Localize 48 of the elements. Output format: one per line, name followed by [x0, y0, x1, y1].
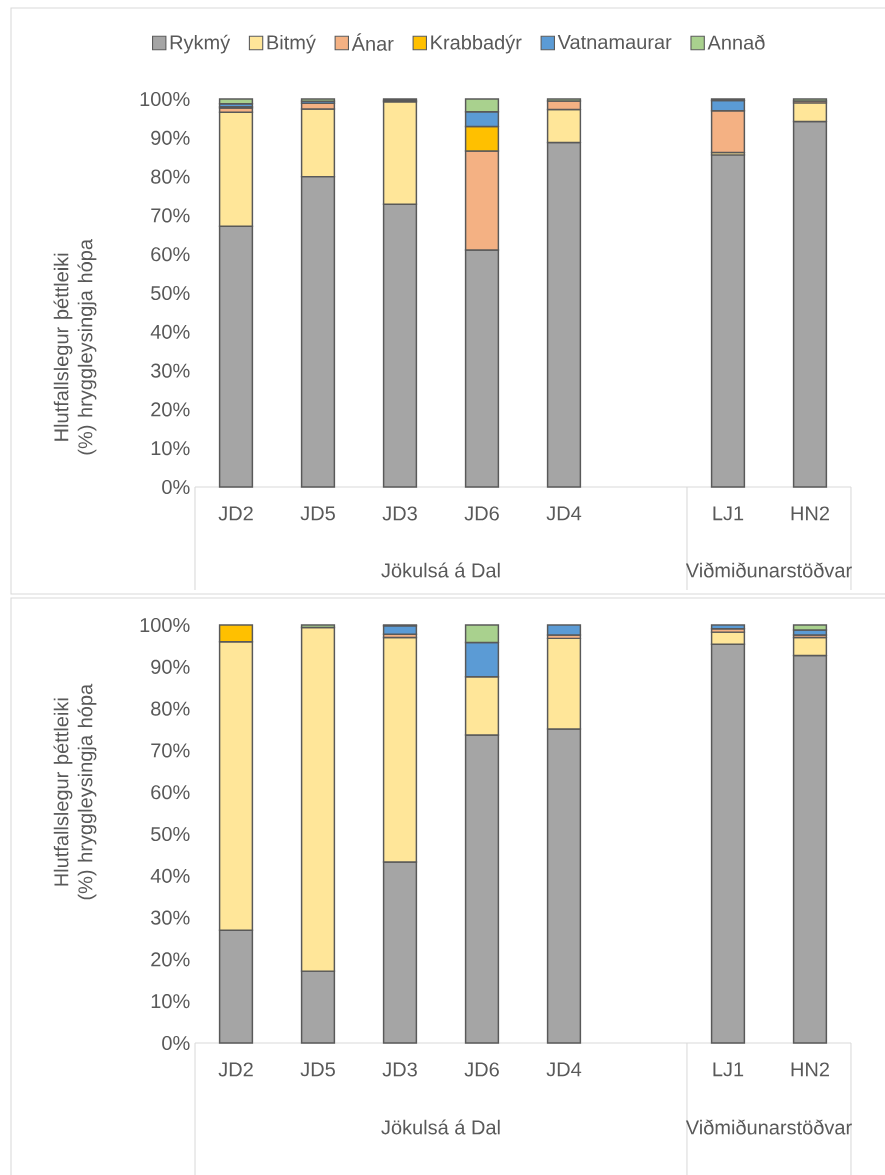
y-tick-label: 100% [140, 617, 190, 633]
y-tick-label: 20% [151, 402, 190, 417]
y-tick-label: 90% [151, 130, 190, 145]
y-tick-label: 50% [151, 285, 190, 301]
text: Jökulsá á Dal [381, 562, 500, 578]
y-tick-label: 50% [151, 826, 190, 842]
y-tick-label: 40% [150, 868, 190, 883]
x-tick-label: JD2 [218, 506, 253, 521]
legend-label: Bitmý [267, 34, 316, 54]
y-tick-label: 60% [151, 247, 190, 262]
y-tick-label: 80% [151, 169, 190, 184]
x-tick-label: JD6 [464, 506, 499, 521]
x-tick-label: LJ1 [713, 1062, 744, 1077]
legend-label: Vatnamaurar [557, 35, 672, 50]
y-tick-label: 100% [140, 91, 190, 107]
y-tick-label: 30% [151, 910, 190, 925]
x-tick-label: JD4 [546, 506, 582, 521]
x-tick-label: JD3 [382, 1062, 417, 1077]
y-tick-label: 90% [151, 659, 190, 674]
legend-label: Ánar [351, 33, 394, 51]
y-tick-label: 0% [162, 1035, 190, 1051]
x-tick-label: JD6 [464, 1062, 499, 1077]
y-tick-label: 70% [151, 743, 190, 758]
x-tick-label: HN2 [791, 506, 829, 521]
text: Viðmiðunarstöðvar [685, 562, 852, 578]
x-tick-label: JD5 [300, 506, 335, 521]
y-tick-label: 20% [151, 952, 190, 967]
y-axis-title: Hlutfallslegur þéttleiki (%) hryggleysingja hópa [53, 683, 97, 900]
x-tick-label: JD4 [546, 1062, 582, 1077]
x-tick-label: JD3 [382, 506, 417, 521]
text: Jökulsá á Dal [381, 1119, 500, 1135]
y-tick-label: 40% [150, 324, 190, 339]
y-tick-label: 30% [151, 363, 190, 378]
y-tick-label: 60% [151, 785, 190, 800]
legend-label: Rykmý [170, 34, 231, 54]
y-tick-label: 80% [151, 701, 190, 716]
legend-label: Krabbadýr [431, 34, 522, 54]
y-tick-label: 10% [151, 994, 190, 1009]
y-axis-title: Hlutfallslegur þéttleiki (%) hryggleysingja hópa [53, 239, 97, 455]
x-tick-label: JD2 [218, 1062, 253, 1077]
x-tick-label: LJ1 [713, 506, 744, 521]
y-tick-label: 0% [162, 479, 190, 495]
x-tick-label: HN2 [791, 1062, 829, 1077]
text: Viðmiðunarstöðvar [685, 1119, 852, 1135]
y-tick-label: 70% [151, 208, 190, 223]
x-tick-label: JD5 [300, 1062, 335, 1077]
y-tick-label: 10% [151, 441, 190, 456]
legend-label: Annað [707, 34, 765, 50]
